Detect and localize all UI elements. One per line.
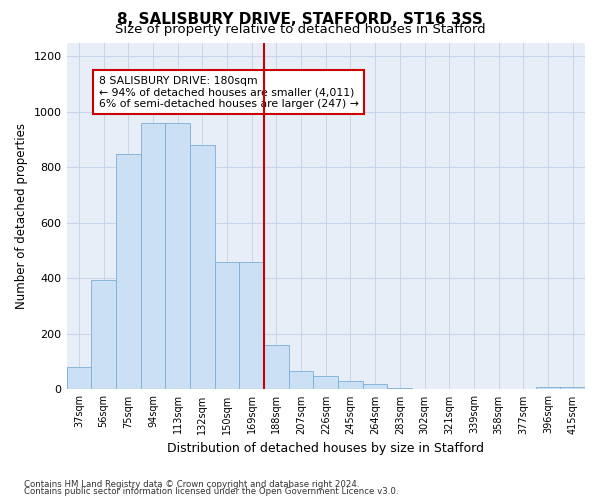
- Bar: [239, 262, 264, 390]
- Text: 8, SALISBURY DRIVE, STAFFORD, ST16 3SS: 8, SALISBURY DRIVE, STAFFORD, ST16 3SS: [117, 12, 483, 28]
- Text: 8 SALISBURY DRIVE: 180sqm
← 94% of detached houses are smaller (4,011)
6% of sem: 8 SALISBURY DRIVE: 180sqm ← 94% of detac…: [98, 76, 359, 109]
- Bar: [461, 389, 486, 390]
- Bar: [264, 345, 289, 390]
- X-axis label: Distribution of detached houses by size in Stafford: Distribution of detached houses by size …: [167, 442, 484, 455]
- Bar: [190, 145, 215, 390]
- Bar: [215, 262, 239, 390]
- Text: Contains HM Land Registry data © Crown copyright and database right 2024.: Contains HM Land Registry data © Crown c…: [24, 480, 359, 489]
- Bar: [313, 376, 338, 390]
- Bar: [116, 154, 140, 390]
- Bar: [91, 280, 116, 390]
- Text: Contains public sector information licensed under the Open Government Licence v3: Contains public sector information licen…: [24, 488, 398, 496]
- Bar: [536, 386, 560, 390]
- Bar: [67, 367, 91, 390]
- Bar: [165, 123, 190, 390]
- Bar: [140, 123, 165, 390]
- Bar: [412, 389, 437, 390]
- Bar: [388, 388, 412, 390]
- Bar: [289, 372, 313, 390]
- Text: Size of property relative to detached houses in Stafford: Size of property relative to detached ho…: [115, 22, 485, 36]
- Bar: [560, 386, 585, 390]
- Bar: [363, 384, 388, 390]
- Bar: [338, 381, 363, 390]
- Y-axis label: Number of detached properties: Number of detached properties: [15, 123, 28, 309]
- Bar: [437, 389, 461, 390]
